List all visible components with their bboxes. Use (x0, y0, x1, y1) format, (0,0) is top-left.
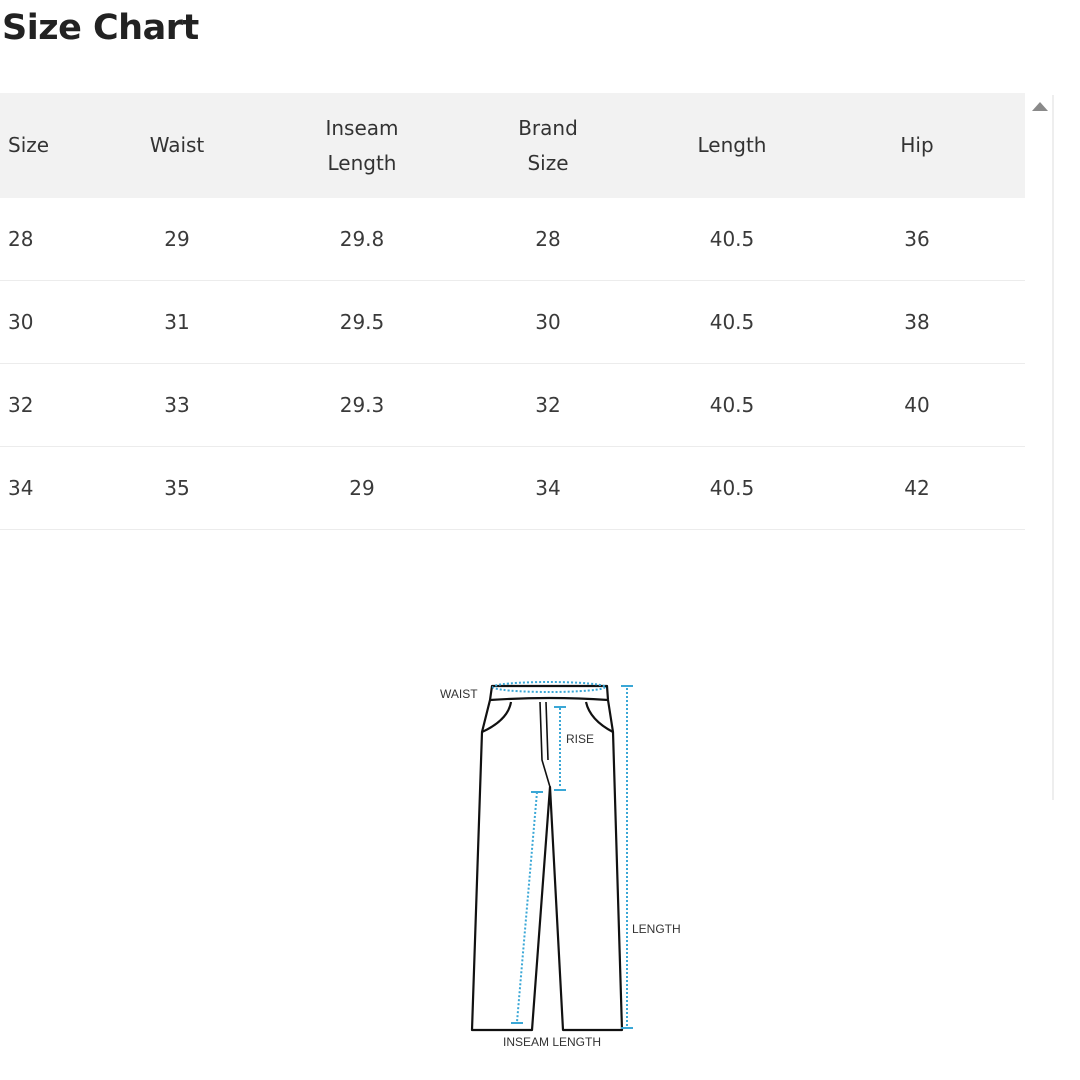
cell-size: 28 (8, 227, 34, 251)
cell-waist: 35 (164, 476, 190, 500)
cell-brand-size: 28 (535, 227, 561, 251)
header-hip: Hip (900, 133, 934, 157)
cell-size: 32 (8, 393, 34, 417)
cell-size: 34 (8, 476, 34, 500)
cell-waist: 31 (164, 310, 190, 334)
cell-length: 40.5 (709, 393, 755, 417)
cell-brand-size: 30 (535, 310, 561, 334)
header-brand-size: Brand Size (518, 115, 578, 175)
cell-hip: 42 (904, 476, 930, 500)
cell-inseam-length: 29.3 (339, 393, 385, 417)
cell-waist: 29 (164, 227, 190, 251)
cell-inseam-length: 29.8 (339, 227, 385, 251)
header-inseam-length: Inseam Length (325, 115, 399, 175)
page-title: Size Chart (2, 8, 199, 48)
cell-hip: 40 (904, 393, 930, 417)
header-length: Length (697, 133, 767, 157)
cell-inseam-length: 29 (349, 476, 375, 500)
cell-hip: 36 (904, 227, 930, 251)
arrow-up-icon[interactable] (1032, 102, 1048, 111)
pants-outline (470, 684, 624, 1032)
cell-inseam-length: 29.5 (339, 310, 385, 334)
waist-label: WAIST (440, 687, 478, 701)
cell-length: 40.5 (709, 310, 755, 334)
table-row: 30 31 29.5 30 40.5 38 (0, 281, 1025, 364)
header-waist: Waist (149, 133, 205, 157)
header-size: Size (8, 133, 50, 157)
scrollbar[interactable] (1030, 95, 1054, 800)
cell-brand-size: 34 (535, 476, 561, 500)
table-row: 32 33 29.3 32 40.5 40 (0, 364, 1025, 447)
cell-size: 30 (8, 310, 34, 334)
table-row: 34 35 29 34 40.5 42 (0, 447, 1025, 530)
cell-length: 40.5 (709, 227, 755, 251)
cell-brand-size: 32 (535, 393, 561, 417)
cell-hip: 38 (904, 310, 930, 334)
cell-length: 40.5 (709, 476, 755, 500)
cell-waist: 33 (164, 393, 190, 417)
size-chart-table: Size Waist Inseam Length Brand Size Length… (0, 93, 1025, 530)
pants-measurement-diagram: WAIST RISE LENGTH INSEAM LENGTH (420, 670, 720, 1060)
length-label: LENGTH (632, 922, 681, 936)
table-row: 28 29 29.8 28 40.5 36 (0, 198, 1025, 281)
rise-label: RISE (566, 732, 594, 746)
table-header-row: Size Waist Inseam Length Brand Size Length… (0, 93, 1025, 198)
inseam-length-label: INSEAM LENGTH (503, 1035, 601, 1049)
